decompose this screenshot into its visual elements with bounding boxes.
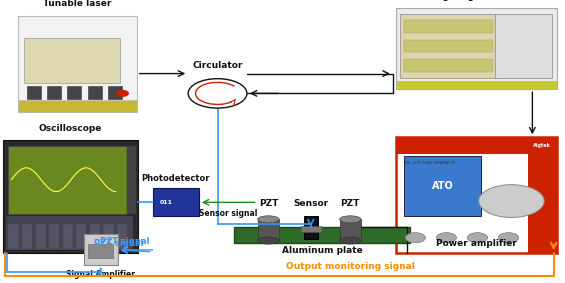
Text: ATO: ATO — [432, 181, 454, 191]
Bar — [76, 224, 86, 249]
Bar — [396, 137, 557, 253]
Text: Photodetector: Photodetector — [141, 173, 210, 183]
Text: Aluminum plate: Aluminum plate — [282, 246, 362, 255]
Text: PZT: PZT — [341, 199, 360, 208]
Bar — [234, 227, 410, 243]
Bar — [8, 146, 127, 214]
Bar — [84, 234, 118, 265]
Bar — [400, 14, 497, 78]
Bar — [304, 216, 318, 239]
Text: PZT: PZT — [259, 199, 278, 208]
Bar — [47, 86, 61, 99]
Text: Sensor signal: Sensor signal — [199, 209, 258, 218]
Text: Power amplifier: Power amplifier — [436, 239, 516, 248]
Bar — [18, 16, 137, 112]
Bar — [404, 40, 493, 52]
Bar — [117, 224, 127, 249]
Ellipse shape — [258, 237, 279, 244]
Circle shape — [405, 233, 425, 243]
Text: Tunable laser: Tunable laser — [43, 0, 112, 8]
Text: Signal generator: Signal generator — [433, 0, 519, 1]
Text: Sensor: Sensor — [293, 199, 328, 208]
Text: Signal Amplifier: Signal Amplifier — [66, 270, 135, 279]
Bar — [36, 224, 46, 249]
Text: Aigtek: Aigtek — [533, 143, 551, 148]
Bar — [3, 140, 138, 253]
Bar — [90, 224, 100, 249]
Circle shape — [479, 185, 544, 217]
Text: 011: 011 — [159, 200, 172, 205]
Bar — [18, 100, 137, 112]
Text: Output monitoring signal: Output monitoring signal — [286, 262, 415, 271]
Ellipse shape — [340, 237, 361, 244]
Text: PZT signal: PZT signal — [99, 237, 149, 246]
Bar — [27, 86, 41, 99]
Bar — [301, 226, 321, 232]
Bar — [88, 86, 102, 99]
Bar — [8, 224, 19, 249]
Circle shape — [117, 91, 128, 96]
Bar — [340, 219, 361, 241]
Bar — [63, 224, 73, 249]
Bar — [153, 188, 199, 216]
Circle shape — [188, 79, 247, 108]
Bar — [108, 86, 122, 99]
Bar — [24, 38, 120, 83]
Ellipse shape — [258, 216, 279, 223]
Text: Circulator: Circulator — [192, 61, 243, 70]
Bar — [22, 224, 32, 249]
Bar — [496, 14, 551, 78]
Text: Oscilloscope: Oscilloscope — [39, 124, 102, 133]
Circle shape — [436, 233, 457, 243]
Circle shape — [467, 233, 488, 243]
Ellipse shape — [340, 216, 361, 223]
Bar — [88, 244, 113, 258]
Bar — [404, 20, 493, 33]
Bar — [528, 137, 557, 253]
Bar — [396, 137, 557, 154]
Bar — [404, 156, 481, 216]
Bar — [404, 59, 493, 72]
Bar — [6, 216, 133, 250]
Text: PZT signal: PZT signal — [94, 239, 144, 248]
Bar — [127, 146, 136, 214]
Bar — [396, 81, 557, 89]
Text: ANL-3702 TONE GENERATOR: ANL-3702 TONE GENERATOR — [404, 161, 455, 165]
Bar — [396, 8, 557, 89]
Bar — [103, 224, 114, 249]
Circle shape — [498, 233, 519, 243]
Bar — [49, 224, 59, 249]
Bar — [258, 219, 279, 241]
Bar — [67, 86, 81, 99]
